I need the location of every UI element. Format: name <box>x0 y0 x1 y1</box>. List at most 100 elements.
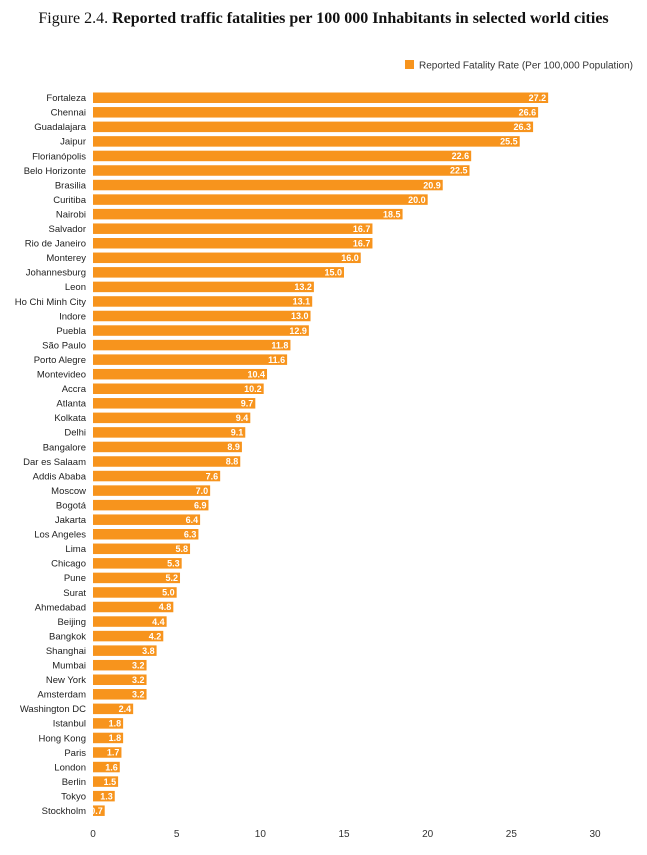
value-labels: 27.2 26.6 26.3 25.5 22.6 22.5 20.9 20.0 18.5 16.7… <box>90 93 546 816</box>
bar <box>93 689 147 700</box>
bar <box>93 339 291 351</box>
value-label: 1.8 <box>109 719 122 729</box>
category-label: Shanghai <box>46 646 86 657</box>
bar <box>93 150 472 162</box>
category-label: Berlin <box>62 777 86 788</box>
legend: Reported Fatality Rate (Per 100,000 Popu… <box>405 60 633 72</box>
value-label: 1.8 <box>109 733 122 743</box>
category-label: Nairobi <box>56 209 86 220</box>
bar <box>93 805 105 816</box>
bar <box>93 281 314 293</box>
figure-caption: Reported traffic fatalities per 100 000 … <box>112 10 609 27</box>
value-label: 26.6 <box>519 108 537 118</box>
category-label: Los Angeles <box>34 530 86 541</box>
category-label: Chennai <box>51 108 86 119</box>
category-label: Addis Ababa <box>33 471 87 482</box>
category-label: Porto Alegre <box>34 355 86 366</box>
category-label: Dar es Salaam <box>23 457 86 468</box>
category-label: Washington DC <box>20 704 86 715</box>
value-label: 5.3 <box>167 559 180 569</box>
bar <box>93 645 157 656</box>
x-axis: 0 5 10 15 20 25 30 <box>90 829 601 840</box>
x-tick-label: 5 <box>174 829 180 840</box>
bar <box>93 790 115 802</box>
category-label: Rio de Janeiro <box>25 239 86 250</box>
value-label: 6.4 <box>186 515 199 525</box>
value-label: 25.5 <box>500 137 518 147</box>
category-label: Chicago <box>51 559 86 570</box>
value-label: 9.1 <box>231 428 244 438</box>
x-tick-label: 30 <box>589 829 601 840</box>
category-label: Stockholm <box>42 806 86 817</box>
legend-swatch <box>405 60 414 69</box>
category-label: Mumbai <box>52 661 86 672</box>
value-label: 22.6 <box>452 151 470 161</box>
category-label: Jakarta <box>55 515 87 526</box>
value-label: 4.8 <box>159 602 172 612</box>
category-label: Bogotá <box>56 500 87 511</box>
value-label: 2.4 <box>119 704 132 714</box>
x-tick-label: 20 <box>422 829 434 840</box>
value-label: 22.5 <box>450 166 468 176</box>
value-label: 10.4 <box>247 369 265 379</box>
category-label: Indore <box>59 311 86 322</box>
category-label: Salvador <box>49 224 87 235</box>
value-label: 6.9 <box>194 500 207 510</box>
bar <box>93 427 246 438</box>
category-label: Amsterdam <box>37 690 86 701</box>
figure-label: Figure 2.4. <box>38 10 109 27</box>
bar <box>93 179 443 191</box>
category-label: Fortaleza <box>46 93 86 104</box>
category-label: Accra <box>62 384 87 395</box>
bar <box>93 747 122 758</box>
bar <box>93 776 119 787</box>
value-label: 8.8 <box>226 457 239 467</box>
bar <box>93 208 403 220</box>
value-label: 1.5 <box>104 777 117 787</box>
x-tick-label: 25 <box>506 829 518 840</box>
bar <box>93 732 124 744</box>
bar <box>93 529 199 540</box>
bar <box>93 310 311 322</box>
bar <box>93 354 288 365</box>
category-label: Curitiba <box>53 195 86 206</box>
bar <box>93 616 167 627</box>
category-label: Bangkok <box>49 631 86 642</box>
value-label: 27.2 <box>529 93 547 103</box>
bar <box>93 368 268 380</box>
value-label: 13.0 <box>291 311 309 321</box>
category-label: Brasilia <box>55 180 87 191</box>
bar <box>93 398 256 409</box>
category-label: Montevideo <box>37 370 86 381</box>
bar <box>93 223 373 234</box>
bar <box>93 514 201 525</box>
category-labels: Fortaleza Chennai Guadalajara Jaipur Florian… <box>15 93 87 817</box>
bars-group <box>93 92 549 816</box>
value-label: 12.9 <box>289 326 307 336</box>
category-label: Lima <box>65 544 86 555</box>
bar <box>93 499 209 511</box>
value-label: 8.9 <box>227 442 240 452</box>
value-label: 3.8 <box>142 646 155 656</box>
bar <box>93 412 251 424</box>
value-label: 18.5 <box>383 209 401 219</box>
bar <box>93 238 373 249</box>
category-label: Ho Chi Minh City <box>15 297 87 308</box>
value-label: 7.6 <box>206 471 219 481</box>
bar <box>93 383 264 394</box>
value-label: 11.6 <box>268 355 285 365</box>
value-label: 13.2 <box>294 282 312 292</box>
category-label: Florianópolis <box>32 151 86 162</box>
bar <box>93 267 344 278</box>
category-label: Jaipur <box>60 137 86 148</box>
figure-title: Figure 2.4. Reported traffic fatalities … <box>0 10 647 28</box>
category-label: Istanbul <box>53 719 86 730</box>
bar <box>93 441 242 453</box>
value-label: 5.0 <box>162 588 175 598</box>
value-label: 10.2 <box>244 384 262 394</box>
value-label: 16.0 <box>341 253 359 263</box>
value-label: 4.4 <box>152 617 165 627</box>
bar <box>93 92 549 103</box>
value-label: 7.0 <box>196 486 209 496</box>
